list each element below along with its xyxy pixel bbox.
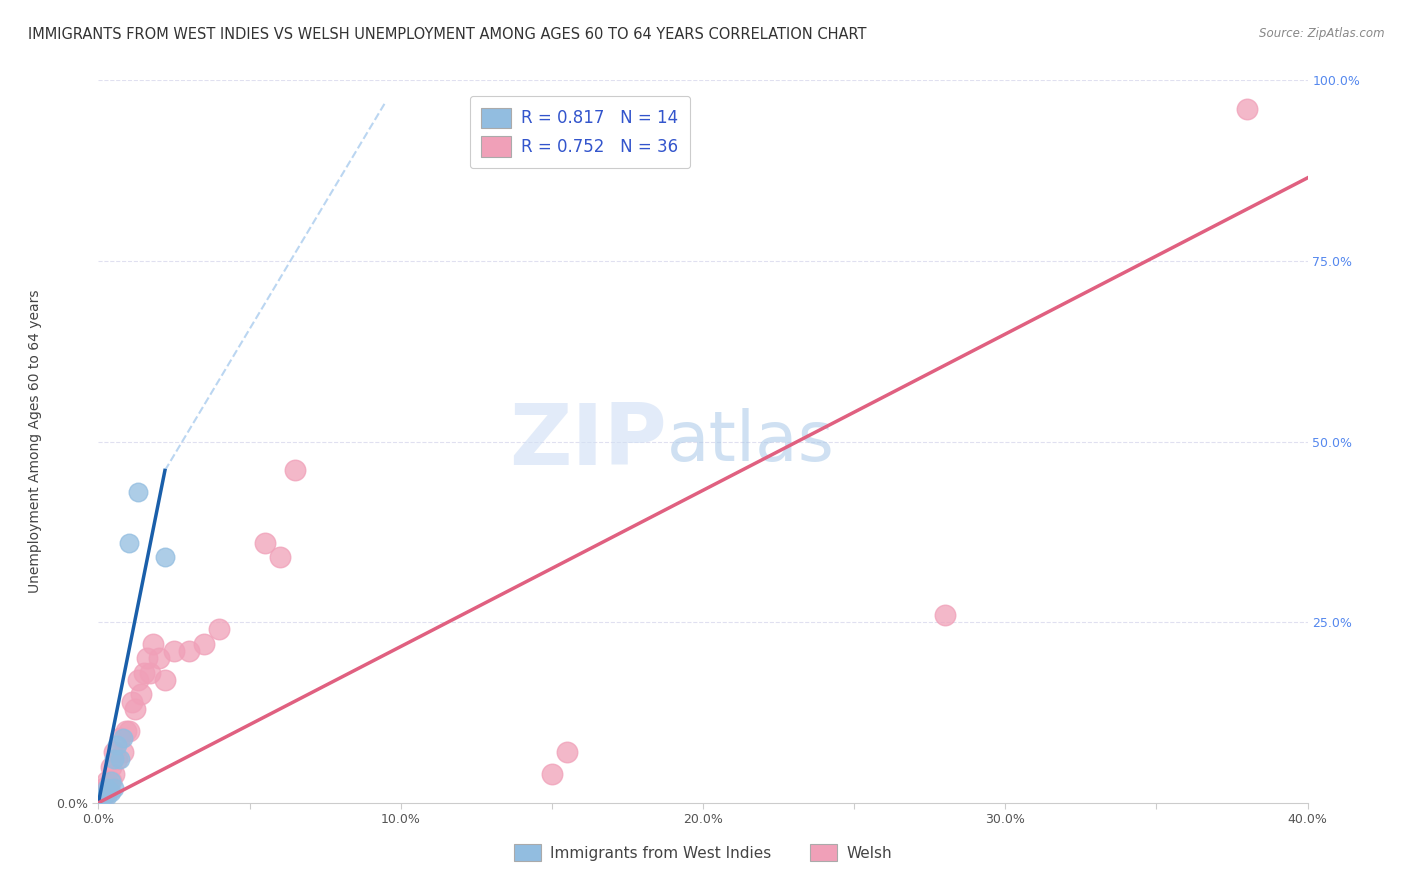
Point — [153, 550, 176, 565]
Point — [540, 767, 562, 781]
Point — [129, 687, 152, 701]
Point — [135, 651, 157, 665]
Point — [96, 789, 118, 803]
Point — [121, 695, 143, 709]
Point — [105, 752, 128, 766]
Point — [100, 760, 122, 774]
Point — [108, 752, 131, 766]
Point — [105, 738, 128, 752]
Text: Source: ZipAtlas.com: Source: ZipAtlas.com — [1260, 27, 1385, 40]
Point — [253, 535, 276, 549]
Point — [103, 767, 125, 781]
Point — [100, 785, 122, 799]
Text: atlas: atlas — [666, 408, 835, 475]
Point — [142, 637, 165, 651]
Point — [555, 745, 578, 759]
Point — [103, 745, 125, 759]
Text: IMMIGRANTS FROM WEST INDIES VS WELSH UNEMPLOYMENT AMONG AGES 60 TO 64 YEARS CORR: IMMIGRANTS FROM WEST INDIES VS WELSH UNE… — [28, 27, 866, 42]
Point — [100, 774, 122, 789]
Text: ZIP: ZIP — [509, 400, 666, 483]
Point — [96, 781, 118, 796]
Point — [148, 651, 170, 665]
Point — [103, 752, 125, 766]
Point — [93, 789, 115, 803]
Point — [193, 637, 215, 651]
Point — [90, 789, 112, 803]
Point — [163, 644, 186, 658]
Point — [208, 623, 231, 637]
Point — [96, 774, 118, 789]
Point — [934, 607, 956, 622]
Point — [100, 774, 122, 789]
Point — [139, 665, 162, 680]
Point — [153, 673, 176, 687]
Point — [118, 535, 141, 549]
Point — [90, 792, 112, 806]
Legend: Immigrants from West Indies, Welsh: Immigrants from West Indies, Welsh — [508, 838, 898, 867]
Point — [118, 723, 141, 738]
Point — [284, 463, 307, 477]
Y-axis label: Unemployment Among Ages 60 to 64 years: Unemployment Among Ages 60 to 64 years — [28, 290, 42, 593]
Point — [96, 781, 118, 796]
Point — [90, 792, 112, 806]
Point — [132, 665, 155, 680]
Point — [114, 723, 136, 738]
Point — [179, 644, 201, 658]
Point — [269, 550, 291, 565]
Point — [108, 731, 131, 745]
Point — [1236, 102, 1258, 116]
Point — [103, 781, 125, 796]
Point — [127, 673, 149, 687]
Point — [93, 781, 115, 796]
Point — [111, 731, 134, 745]
Point — [127, 485, 149, 500]
Point — [93, 789, 115, 803]
Point — [124, 702, 146, 716]
Point — [111, 745, 134, 759]
